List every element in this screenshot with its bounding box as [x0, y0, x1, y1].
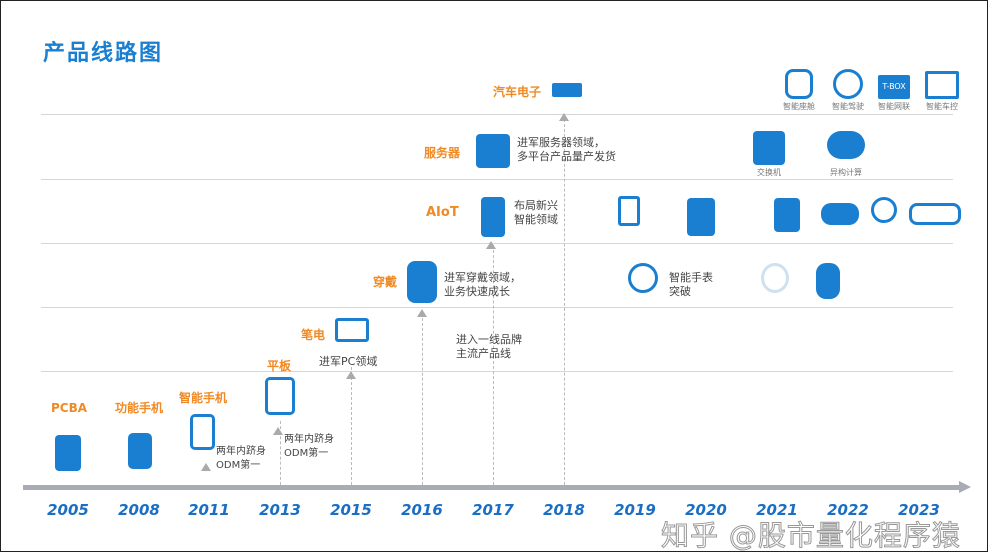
car-control-icon [925, 71, 959, 99]
year-label: 2015 [330, 501, 372, 519]
note-wearable: 进军穿戴领域， 业务快速成长 [444, 271, 521, 298]
steering-wheel-icon [833, 69, 863, 99]
note-tablet: 两年内跻身 ODM第一 [284, 434, 334, 459]
category-feature-phone: 功能手机 [115, 401, 164, 415]
speaker-icon [687, 198, 715, 236]
year-label: 2019 [614, 501, 656, 519]
auto-electronics-icon [552, 83, 582, 97]
note-brand: 进入一线品牌 主流产品线 [456, 333, 522, 360]
category-wearable: 穿戴 [373, 275, 398, 289]
switch-icon [753, 131, 785, 165]
note-aiot: 布局新兴 智能领域 [514, 199, 558, 226]
cloud-computing-icon [827, 131, 865, 159]
year-label: 2023 [898, 501, 940, 519]
year-label: 2016 [401, 501, 443, 519]
note-smartwatch: 智能手表 突破 [669, 271, 713, 298]
category-smartphone: 智能手机 [179, 391, 228, 405]
year-label: 2018 [543, 501, 585, 519]
arrow-up-icon [417, 309, 427, 317]
category-laptop: 笔电 [301, 328, 326, 342]
page-title: 产品线路图 [43, 41, 164, 66]
row-divider [41, 114, 953, 115]
year-label: 2021 [756, 501, 798, 519]
tablet-icon [265, 377, 295, 415]
earbuds-icon [816, 263, 840, 299]
auto-item-label: 智能驾驶 [832, 102, 864, 111]
row-divider [41, 179, 953, 180]
server-icon [476, 134, 510, 168]
category-tablet: 平板 [267, 359, 292, 373]
row-divider [41, 371, 953, 372]
category-aiot: AIoT [426, 205, 459, 220]
auto-item-label: 智能车控 [926, 102, 958, 111]
row-divider [41, 243, 953, 244]
vr-headset-icon [821, 203, 859, 225]
auto-item-label: 智能座舱 [783, 102, 815, 111]
guide-line [493, 245, 494, 485]
camera-icon [871, 197, 897, 223]
guide-line [422, 313, 423, 485]
fitness-band-icon [761, 263, 789, 293]
year-label: 2017 [472, 501, 514, 519]
feature-phone-icon [128, 433, 152, 469]
tbox-icon: T-BOX [878, 75, 910, 99]
pos-terminal-icon [481, 197, 505, 237]
year-label: 2022 [827, 501, 869, 519]
axis-arrow-icon [959, 481, 971, 493]
note-laptop: 进军PC领域 [319, 355, 378, 368]
smartwatch-band-icon [407, 261, 437, 303]
watch-icon [628, 263, 658, 293]
watermark: 知乎 @股市量化程序猿 [661, 519, 961, 552]
guide-line [351, 367, 352, 485]
laptop-icon [335, 318, 369, 342]
arrow-up-icon [346, 371, 356, 379]
category-pcba: PCBA [51, 401, 88, 415]
timeline-axis [23, 485, 963, 490]
note-server: 进军服务器领域， 多平台产品量产发货 [517, 136, 616, 163]
guide-line [564, 119, 565, 485]
year-label: 2008 [118, 501, 160, 519]
guide-line [280, 421, 281, 485]
smartphone-icon [190, 414, 215, 450]
row-divider [41, 307, 953, 308]
auto-item-label: 智能网联 [878, 102, 910, 111]
year-label: 2005 [47, 501, 89, 519]
arrow-up-icon [201, 463, 211, 471]
category-server: 服务器 [424, 146, 461, 160]
year-label: 2020 [685, 501, 727, 519]
smart-lock-icon [774, 198, 800, 232]
pcba-board-icon [55, 435, 81, 471]
car-seat-icon [785, 69, 813, 99]
arrow-up-icon [273, 427, 283, 435]
server-item-label: 异构计算 [830, 168, 862, 177]
arrow-up-icon [559, 113, 569, 121]
server-item-label: 交换机 [757, 168, 781, 177]
year-label: 2011 [188, 501, 230, 519]
note-smartphone: 两年内跻身 ODM第一 [216, 446, 266, 471]
game-console-icon [909, 203, 961, 225]
arrow-up-icon [486, 241, 496, 249]
year-label: 2013 [259, 501, 301, 519]
display-kiosk-icon [618, 196, 640, 226]
category-auto: 汽车电子 [493, 85, 542, 99]
